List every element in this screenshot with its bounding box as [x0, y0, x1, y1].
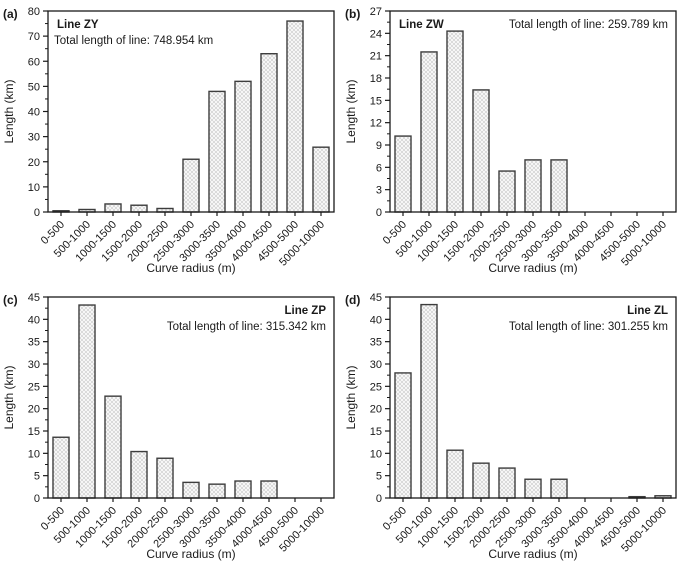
bar-2000-2500	[156, 457, 174, 499]
bar-3500-4000	[234, 480, 252, 499]
total-length-label: Total length of line: 301.255 km	[509, 321, 668, 333]
y-tick-label: 20	[370, 404, 382, 416]
series-title: Line ZP	[284, 305, 326, 317]
y-tick-label: 0	[34, 207, 40, 219]
y-tick-label: 35	[28, 337, 40, 349]
y-tick-label: 15	[370, 426, 382, 438]
bar-3000-3500	[550, 478, 568, 499]
panel-a: (a) 0 10 20 30 40 50 60 70 80 0-500 500-1000 1000-15…	[0, 0, 342, 286]
bar-1500-2000	[130, 204, 148, 213]
bar-0-500	[394, 135, 412, 213]
panel-letter: (b)	[345, 7, 360, 21]
bar-2500-3000	[182, 158, 200, 213]
bar-1500-2000	[130, 450, 148, 499]
y-tick-label: 12	[370, 118, 382, 130]
y-tick-label: 60	[28, 56, 40, 68]
y-tick-label: 20	[28, 157, 40, 169]
y-tick-label: 15	[370, 95, 382, 107]
y-tick-label: 40	[370, 314, 382, 326]
y-tick-label: 40	[28, 314, 40, 326]
y-tick-label: 25	[370, 381, 382, 393]
bar-1500-2000	[472, 462, 490, 499]
y-axis-title: Length (km)	[2, 365, 16, 429]
y-axis-title: Length (km)	[344, 79, 358, 143]
bar-500-1000	[420, 51, 438, 213]
bar-2500-3000	[182, 481, 200, 499]
chart-c: (c)0510152025303540450-500500-10001000-1…	[2, 292, 335, 561]
y-tick-label: 0	[34, 493, 40, 505]
bar-4000-4500	[260, 480, 278, 499]
y-tick-label: 45	[28, 292, 40, 304]
chart-b: (b)03691215182124270-500500-10001000-150…	[344, 6, 677, 275]
y-tick-label: 9	[376, 140, 382, 152]
bar-500-1000	[78, 304, 96, 499]
bar-3000-3500	[208, 483, 226, 499]
bar-3500-4000	[234, 80, 252, 213]
total-length-label: Total length of line: 259.789 km	[509, 19, 668, 31]
bar-3000-3500	[550, 159, 568, 213]
bar-2000-2500	[498, 170, 516, 213]
y-tick-label: 15	[28, 426, 40, 438]
y-tick-label: 25	[28, 381, 40, 393]
panel-letter: (d)	[345, 293, 360, 307]
series-title: Line ZL	[627, 305, 668, 317]
total-length-label: Total length of line: 315.342 km	[167, 321, 326, 333]
panel-b: (b) 0 3 6 9 12 15 18 21 24 27 0-500 500-1000 1000-150…	[342, 0, 685, 286]
y-tick-label: 10	[28, 182, 40, 194]
bar-3000-3500	[208, 90, 226, 213]
y-tick-label: 0	[376, 493, 382, 505]
bar-2000-2500	[498, 467, 516, 499]
panel-letter: (c)	[3, 293, 18, 307]
x-axis-title: Curve radius (m)	[488, 261, 577, 275]
bar-2500-3000	[524, 478, 542, 499]
y-tick-label: 30	[28, 132, 40, 144]
bar-1000-1500	[104, 395, 122, 499]
bar-1500-2000	[472, 89, 490, 213]
bar-0-500	[52, 436, 70, 499]
y-tick-label: 20	[28, 404, 40, 416]
bar-0-500	[394, 372, 412, 499]
bar-2500-3000	[524, 159, 542, 213]
bar-1000-1500	[446, 30, 464, 213]
x-axis-title: Curve radius (m)	[146, 547, 235, 561]
series-title: Line ZW	[399, 19, 444, 31]
total-length-label: Total length of line: 748.954 km	[54, 35, 213, 47]
y-tick-label: 10	[28, 448, 40, 460]
y-tick-label: 0	[376, 207, 382, 219]
bar-4000-4500	[260, 53, 278, 213]
x-axis-title: Curve radius (m)	[146, 261, 235, 275]
bar-500-1000	[420, 303, 438, 499]
x-axis-title: Curve radius (m)	[488, 547, 577, 561]
y-tick-label: 45	[370, 292, 382, 304]
bar-1000-1500	[104, 203, 122, 213]
y-tick-label: 50	[28, 81, 40, 93]
bar-5000-10000	[312, 146, 330, 213]
y-tick-label: 21	[370, 51, 382, 63]
bar-4500-5000	[286, 20, 304, 213]
panel-c: (c) 0 5 10 15 20 25 30 35 40 45 0-500 500-1000 1000-1…	[0, 286, 342, 572]
y-tick-label: 5	[376, 471, 382, 483]
chart-d: (d)0510152025303540450-500500-10001000-1…	[344, 292, 677, 561]
y-tick-label: 18	[370, 73, 382, 85]
panel-letter: (a)	[3, 7, 18, 21]
chart-a: (a)010203040506070800-500500-10001000-15…	[2, 6, 335, 275]
series-title: Line ZY	[57, 19, 99, 31]
y-tick-label: 27	[370, 6, 382, 18]
y-tick-label: 80	[28, 6, 40, 18]
panel-d: (d) 0 5 10 15 20 25 30 35 40 45 0-500 500-1000 1000-1…	[342, 286, 685, 572]
y-axis-title: Length (km)	[344, 365, 358, 429]
bar-1000-1500	[446, 449, 464, 499]
y-tick-label: 70	[28, 31, 40, 43]
y-tick-label: 10	[370, 448, 382, 460]
y-axis-title: Length (km)	[2, 79, 16, 143]
y-tick-label: 24	[370, 28, 382, 40]
y-tick-label: 30	[28, 359, 40, 371]
y-tick-label: 6	[376, 162, 382, 174]
y-tick-label: 35	[370, 337, 382, 349]
y-tick-label: 30	[370, 359, 382, 371]
y-tick-label: 3	[376, 185, 382, 197]
y-tick-label: 5	[34, 471, 40, 483]
y-tick-label: 40	[28, 107, 40, 119]
